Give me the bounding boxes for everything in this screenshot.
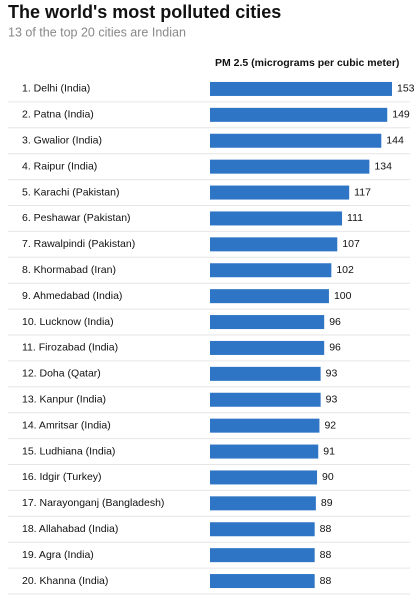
category-label: 6. Peshawar (Pakistan)	[22, 212, 131, 224]
value-label: 96	[329, 342, 341, 354]
bar	[210, 444, 319, 459]
category-label: 8. Khormabad (Iran)	[22, 264, 116, 276]
axis-label: PM 2.5 (micrograms per cubic meter)	[215, 57, 399, 69]
bar	[210, 470, 318, 485]
category-label: 9. Ahmedabad (India)	[22, 290, 122, 302]
value-label: 96	[329, 316, 341, 328]
bar	[210, 340, 325, 355]
bar	[210, 107, 388, 122]
category-label: 15. Ludhiana (India)	[22, 445, 115, 457]
bar	[210, 496, 316, 511]
value-label: 117	[354, 186, 371, 198]
value-label: 149	[392, 109, 410, 121]
category-label: 17. Narayonganj (Bangladesh)	[22, 497, 164, 509]
category-label: 5. Karachi (Pakistan)	[22, 186, 119, 198]
bar	[210, 133, 382, 148]
category-label: 11. Firozabad (India)	[22, 342, 118, 354]
value-label: 88	[320, 575, 332, 587]
value-label: 107	[342, 238, 360, 250]
category-label: 10. Lucknow (India)	[22, 316, 114, 328]
category-label: 18. Allahabad (India)	[22, 523, 118, 535]
value-label: 90	[322, 471, 334, 483]
bar	[210, 392, 321, 407]
bar	[210, 237, 338, 252]
value-label: 111	[347, 212, 363, 224]
bar	[210, 263, 332, 278]
category-label: 3. Gwalior (India)	[22, 135, 102, 147]
value-label: 134	[374, 160, 392, 172]
category-label: 14. Amritsar (India)	[22, 419, 111, 431]
bar	[210, 418, 320, 433]
bar	[210, 81, 392, 96]
chart-subtitle: 13 of the top 20 cities are Indian	[8, 25, 186, 39]
bar	[210, 522, 315, 537]
category-label: 2. Patna (India)	[22, 109, 94, 121]
category-label: 19. Agra (India)	[22, 549, 94, 561]
category-label: 12. Doha (Qatar)	[22, 368, 101, 380]
value-label: 92	[324, 419, 336, 431]
bar	[210, 185, 350, 200]
category-label: 4. Raipur (India)	[22, 160, 97, 172]
value-label: 91	[323, 445, 335, 457]
category-label: 1. Delhi (India)	[22, 83, 90, 95]
bar	[210, 366, 321, 381]
category-label: 20. Khanna (India)	[22, 575, 108, 587]
bar	[210, 289, 329, 304]
bar	[210, 574, 315, 589]
category-label: 7. Rawalpindi (Pakistan)	[22, 238, 135, 250]
category-label: 16. Idgir (Turkey)	[22, 471, 102, 483]
value-label: 144	[386, 135, 404, 147]
category-label: 13. Kanpur (India)	[22, 394, 106, 406]
value-label: 93	[326, 394, 338, 406]
value-label: 100	[334, 290, 352, 302]
bar	[210, 315, 325, 330]
bar	[210, 159, 370, 174]
chart-title: The world's most polluted cities	[8, 2, 281, 22]
value-label: 102	[336, 264, 354, 276]
value-label: 89	[321, 497, 333, 509]
value-label: 88	[320, 523, 332, 535]
value-label: 153	[397, 83, 415, 95]
bar	[210, 211, 343, 226]
value-label: 93	[326, 368, 338, 380]
value-label: 88	[320, 549, 332, 561]
bar	[210, 548, 315, 563]
